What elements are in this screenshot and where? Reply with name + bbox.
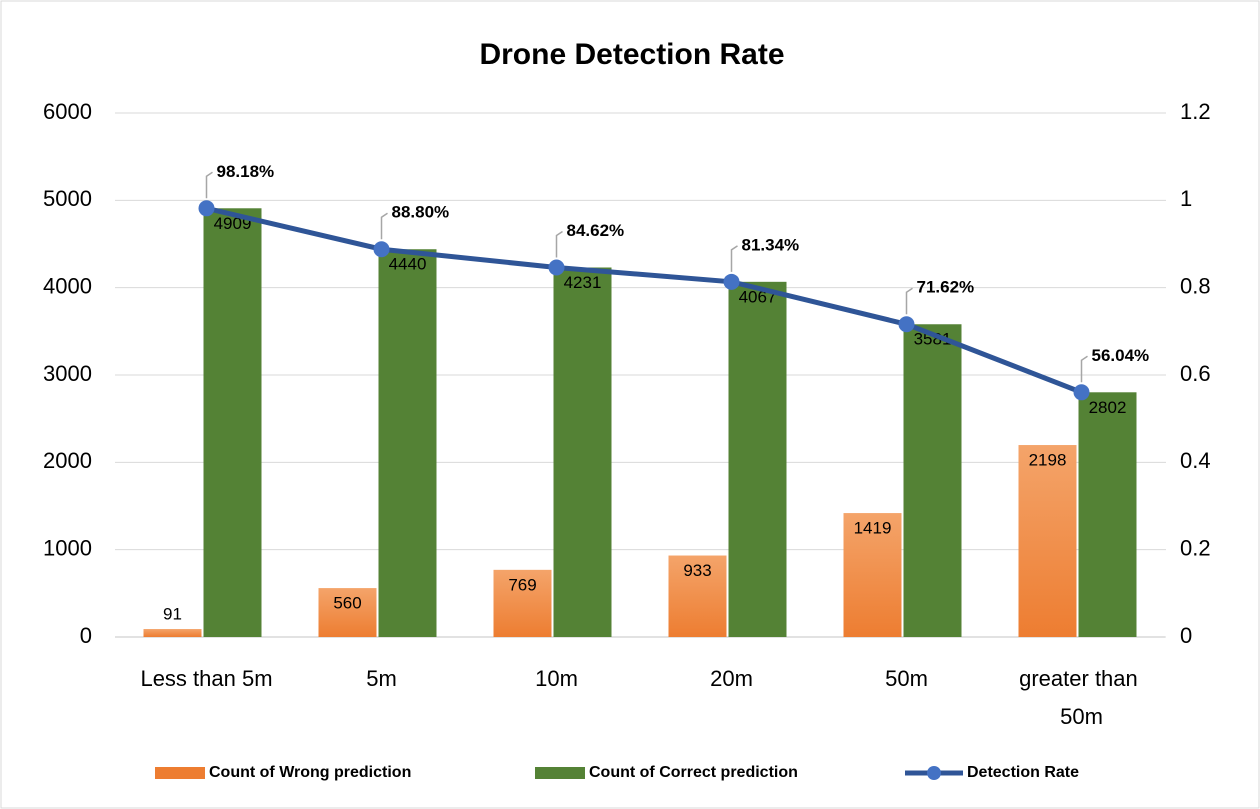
- rate-label: 81.34%: [742, 235, 800, 254]
- leader-line: [905, 287, 913, 315]
- y2-tick-label: 0.4: [1180, 448, 1211, 473]
- x-tick-label: Less than 5m: [140, 666, 272, 691]
- bar: [143, 629, 202, 637]
- line-marker: [198, 200, 215, 217]
- data-label: 4231: [564, 273, 602, 292]
- bar: [493, 569, 552, 637]
- chart-title: Drone Detection Rate: [479, 38, 784, 71]
- rate-label: 84.62%: [567, 221, 625, 240]
- y2-tick-label: 0: [1180, 623, 1192, 648]
- bar: [903, 324, 962, 637]
- leader-line: [1080, 355, 1088, 383]
- x-tick-label: 5m: [366, 666, 397, 691]
- y-tick-label: 4000: [43, 273, 92, 298]
- y2-tick-label: 0.2: [1180, 535, 1211, 560]
- bar: [728, 281, 787, 637]
- line-marker: [373, 241, 390, 258]
- legend-marker: [927, 766, 941, 780]
- line-marker: [548, 259, 565, 276]
- x-tick-label: 50m: [885, 666, 928, 691]
- bar: [668, 555, 727, 637]
- data-label: 3581: [914, 330, 952, 349]
- rate-label: 71.62%: [917, 278, 975, 297]
- data-label: 933: [683, 561, 711, 580]
- data-label: 1419: [854, 519, 892, 538]
- y-tick-label: 0: [80, 623, 92, 648]
- y-tick-label: 3000: [43, 361, 92, 386]
- bar: [318, 588, 377, 637]
- y2-tick-label: 1.2: [1180, 99, 1211, 124]
- y-tick-label: 5000: [43, 186, 92, 211]
- bar: [203, 208, 262, 637]
- y2-tick-label: 0.6: [1180, 361, 1211, 386]
- y-tick-label: 6000: [43, 99, 92, 124]
- legend-label: Detection Rate: [967, 764, 1079, 781]
- legend-label: Count of Correct prediction: [589, 764, 798, 781]
- y-tick-label: 1000: [43, 535, 92, 560]
- data-label: 560: [333, 594, 361, 613]
- bar: [378, 249, 437, 638]
- x-tick-label: greater than 50m: [1019, 666, 1144, 729]
- y2-tick-label: 1: [1180, 186, 1192, 211]
- bar: [1018, 445, 1077, 637]
- bar: [553, 267, 612, 637]
- x-tick-label: 20m: [710, 666, 753, 691]
- leader-line: [555, 230, 563, 258]
- leader-line: [205, 171, 213, 199]
- leader-line: [380, 212, 388, 240]
- x-tick-label: 10m: [535, 666, 578, 691]
- bar: [843, 513, 902, 637]
- data-label: 769: [508, 575, 536, 594]
- legend-label: Count of Wrong prediction: [209, 764, 411, 781]
- line: [205, 205, 1083, 395]
- rate-label: 88.80%: [392, 203, 450, 222]
- data-label: 91: [163, 605, 182, 624]
- data-label: 4440: [389, 255, 427, 274]
- data-label: 2802: [1089, 398, 1127, 417]
- line-marker: [898, 316, 915, 333]
- line-marker: [723, 273, 740, 290]
- line-marker: [1073, 384, 1090, 401]
- rate-label: 98.18%: [217, 162, 275, 181]
- rate-label: 56.04%: [1092, 346, 1150, 365]
- y2-tick-label: 0.8: [1180, 273, 1211, 298]
- data-label: 2198: [1029, 451, 1067, 470]
- y-tick-label: 2000: [43, 448, 92, 473]
- legend-swatch: [535, 767, 585, 779]
- leader-line: [730, 245, 738, 272]
- bar: [1078, 392, 1137, 637]
- legend-swatch: [155, 767, 205, 779]
